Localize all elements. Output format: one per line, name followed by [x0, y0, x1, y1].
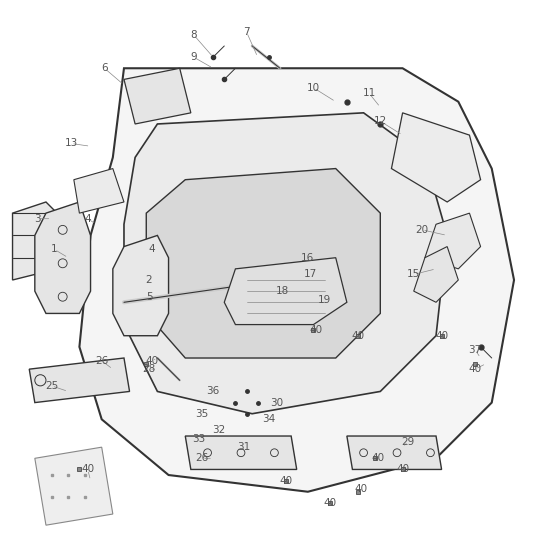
Polygon shape: [347, 436, 442, 469]
Polygon shape: [146, 169, 380, 358]
Text: 34: 34: [262, 414, 276, 424]
Text: 9: 9: [190, 52, 197, 62]
Text: 40: 40: [371, 453, 384, 463]
Polygon shape: [113, 235, 169, 336]
Text: 40: 40: [81, 464, 94, 474]
Text: 30: 30: [270, 398, 284, 408]
Text: 13: 13: [64, 138, 78, 148]
Text: 8: 8: [190, 30, 197, 40]
Text: 37: 37: [468, 344, 482, 354]
Text: GHS: GHS: [161, 231, 399, 329]
Text: 31: 31: [237, 442, 250, 452]
Text: 40: 40: [145, 356, 158, 366]
Text: 4: 4: [148, 244, 155, 254]
Text: 26: 26: [195, 453, 209, 463]
Polygon shape: [224, 258, 347, 325]
Polygon shape: [124, 113, 447, 414]
Text: 4: 4: [85, 214, 91, 223]
Text: 40: 40: [396, 464, 409, 474]
Text: 40: 40: [469, 364, 482, 374]
Text: 20: 20: [416, 225, 428, 235]
Polygon shape: [74, 169, 124, 213]
Polygon shape: [124, 68, 191, 124]
Text: 28: 28: [142, 364, 156, 374]
Polygon shape: [35, 202, 91, 314]
Text: 16: 16: [301, 253, 315, 263]
Text: 36: 36: [207, 386, 220, 396]
Text: 18: 18: [276, 286, 290, 296]
Text: 17: 17: [304, 269, 318, 279]
Text: 40: 40: [354, 484, 367, 494]
Text: 1: 1: [51, 244, 58, 254]
Text: 26: 26: [95, 356, 108, 366]
Text: 35: 35: [195, 409, 209, 419]
Text: 40: 40: [435, 331, 448, 340]
Text: 40: 40: [279, 475, 292, 486]
Text: 15: 15: [407, 269, 421, 279]
Polygon shape: [391, 113, 480, 202]
Text: 6: 6: [101, 63, 108, 73]
Polygon shape: [29, 358, 129, 403]
Text: 25: 25: [45, 381, 58, 391]
Text: 5: 5: [146, 292, 152, 302]
Text: 3: 3: [34, 214, 41, 223]
Polygon shape: [12, 202, 68, 280]
Polygon shape: [80, 68, 514, 492]
Text: 10: 10: [307, 83, 320, 93]
Text: 29: 29: [402, 437, 415, 446]
Text: 2: 2: [146, 275, 152, 285]
Text: 33: 33: [193, 434, 206, 444]
Text: 32: 32: [212, 426, 225, 436]
Polygon shape: [185, 436, 297, 469]
Polygon shape: [35, 447, 113, 525]
Text: 7: 7: [243, 27, 250, 37]
Text: 40: 40: [310, 325, 323, 335]
Polygon shape: [414, 246, 458, 302]
Text: 19: 19: [318, 295, 331, 305]
Text: 40: 40: [324, 498, 337, 508]
Polygon shape: [425, 213, 480, 269]
Text: 12: 12: [374, 116, 387, 126]
Text: 40: 40: [352, 331, 365, 340]
Text: 11: 11: [362, 88, 376, 99]
